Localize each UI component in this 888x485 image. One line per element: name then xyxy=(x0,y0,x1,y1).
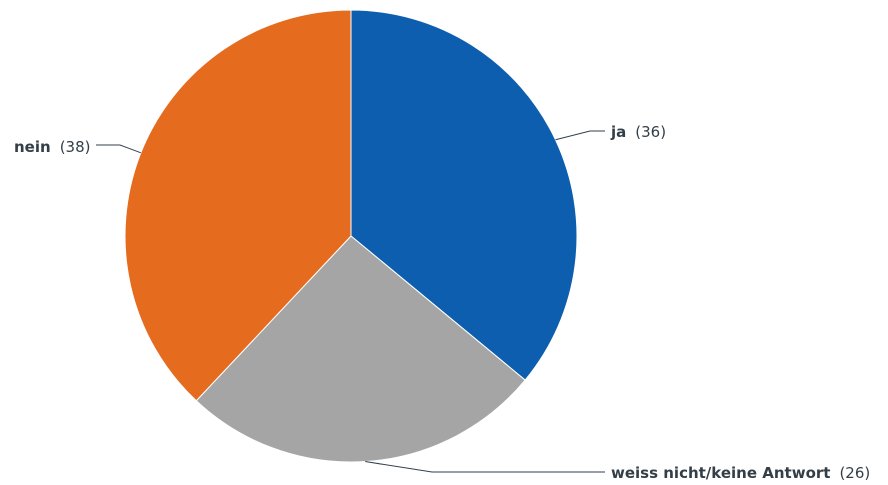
pie-slices xyxy=(124,9,578,463)
slice-label-weiss-nicht-name: weiss nicht/keine Antwort xyxy=(611,464,830,482)
pie-slice-weiss-nicht-keine-antwort xyxy=(195,235,526,463)
slice-label-nein: nein (38) xyxy=(14,138,90,156)
slice-label-nein-value: (38) xyxy=(60,138,91,156)
leader-line-nein xyxy=(96,144,142,154)
slice-label-weiss-nicht: weiss nicht/keine Antwort (26) xyxy=(611,464,870,482)
slice-label-ja: ja (36) xyxy=(610,123,666,141)
slice-label-ja-name: ja xyxy=(610,123,626,141)
slice-label-ja-value: (36) xyxy=(635,123,666,141)
slice-label-weiss-nicht-value: (26) xyxy=(839,464,870,482)
leader-line-weiss-nicht-keine-antwort xyxy=(365,461,605,473)
leader-lines xyxy=(96,130,605,473)
leader-line-ja xyxy=(555,130,605,141)
pie-slice-ja xyxy=(350,9,578,381)
slice-label-nein-name: nein xyxy=(14,138,51,156)
